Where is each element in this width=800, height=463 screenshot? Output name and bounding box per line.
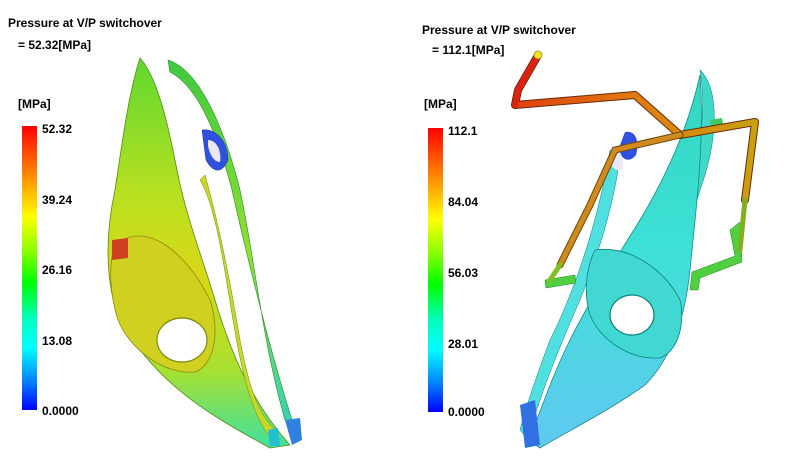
result-max-value: = 52.32[MPa]: [18, 38, 92, 52]
legend-tick-3: 39.24: [42, 193, 73, 207]
part-model-right: [511, 50, 759, 449]
legend-tick-3: 84.04: [448, 195, 479, 209]
right-result-panel: Pressure at V/P switchover = 112.1[MPa] …: [400, 0, 800, 463]
result-max-value: = 112.1[MPa]: [432, 43, 505, 57]
legend-tick-min: 0.0000: [42, 404, 79, 418]
color-scale-bar: [428, 128, 443, 412]
legend-tick-min: 0.0000: [448, 405, 485, 419]
legend-tick-1: 13.08: [42, 334, 73, 348]
legend-tick-max: 52.32: [42, 122, 73, 136]
legend-tick-2: 26.16: [42, 263, 73, 277]
color-scale-bar: [22, 126, 37, 410]
result-title: Pressure at V/P switchover: [422, 23, 576, 37]
legend-tick-2: 56.03: [448, 266, 479, 280]
legend-unit: [MPa]: [424, 97, 457, 111]
legend-tick-max: 112.1: [448, 124, 478, 138]
legend-unit: [MPa]: [18, 97, 51, 111]
legend-tick-1: 28.01: [448, 337, 479, 351]
part-model-left: [107, 57, 302, 449]
result-title: Pressure at V/P switchover: [8, 16, 162, 30]
left-result-panel: Pressure at V/P switchover = 52.32[MPa] …: [8, 16, 302, 449]
